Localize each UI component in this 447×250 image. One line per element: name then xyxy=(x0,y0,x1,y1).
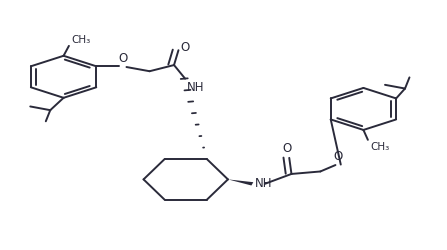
Text: O: O xyxy=(118,52,127,65)
Text: O: O xyxy=(283,142,291,155)
Text: CH₃: CH₃ xyxy=(71,35,90,45)
Polygon shape xyxy=(228,180,253,186)
Text: NH: NH xyxy=(255,177,272,190)
Text: CH₃: CH₃ xyxy=(370,142,389,152)
Text: O: O xyxy=(333,150,343,163)
Text: NH: NH xyxy=(186,81,204,94)
Text: O: O xyxy=(181,41,190,54)
